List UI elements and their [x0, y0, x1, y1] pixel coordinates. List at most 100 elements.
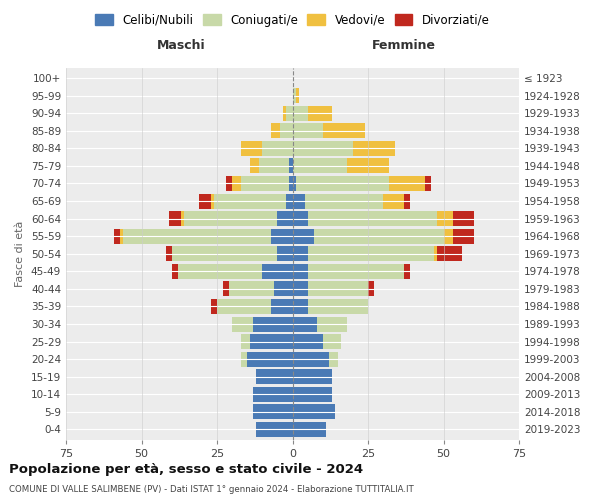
Bar: [121, 228, 124, 244]
Bar: [232, 176, 241, 191]
Bar: [250, 334, 293, 349]
Bar: [293, 246, 308, 261]
Legend: Celibi/Nubili, Coniugati/e, Vedovi/e, Divorziati/e: Celibi/Nubili, Coniugati/e, Vedovi/e, Di…: [95, 14, 490, 27]
Bar: [286, 194, 293, 208]
Bar: [317, 316, 347, 332]
Bar: [214, 194, 286, 208]
Bar: [241, 352, 247, 366]
Bar: [308, 246, 434, 261]
Bar: [289, 158, 293, 174]
Bar: [308, 264, 404, 279]
Bar: [293, 141, 353, 156]
Bar: [329, 352, 338, 366]
Bar: [253, 387, 293, 402]
Bar: [226, 176, 232, 191]
Text: Popolazione per età, sesso e stato civile - 2024: Popolazione per età, sesso e stato civil…: [9, 462, 363, 475]
Bar: [305, 194, 383, 208]
Bar: [425, 176, 431, 191]
Bar: [271, 299, 293, 314]
Bar: [169, 211, 181, 226]
Bar: [383, 194, 404, 208]
Bar: [241, 141, 262, 156]
Bar: [253, 404, 293, 419]
Bar: [293, 264, 308, 279]
Bar: [308, 299, 368, 314]
Bar: [166, 246, 172, 261]
Bar: [211, 194, 214, 208]
Bar: [293, 352, 329, 366]
Bar: [217, 299, 271, 314]
Bar: [443, 228, 452, 244]
Bar: [283, 106, 286, 120]
Bar: [199, 194, 211, 208]
Bar: [293, 88, 296, 103]
Bar: [368, 282, 374, 296]
Bar: [115, 228, 121, 244]
Bar: [353, 141, 395, 156]
Bar: [178, 264, 262, 279]
Bar: [181, 211, 184, 226]
Bar: [293, 299, 308, 314]
Bar: [452, 211, 474, 226]
Bar: [124, 228, 271, 244]
Bar: [247, 352, 293, 366]
Bar: [271, 124, 280, 138]
Bar: [293, 158, 347, 174]
Bar: [293, 282, 308, 296]
Bar: [293, 316, 317, 332]
Text: COMUNE DI VALLE SALIMBENE (PV) - Dati ISTAT 1° gennaio 2024 - Elaborazione TUTTI: COMUNE DI VALLE SALIMBENE (PV) - Dati IS…: [9, 485, 414, 494]
Bar: [296, 176, 389, 191]
Bar: [172, 264, 178, 279]
Bar: [293, 422, 326, 437]
Bar: [293, 211, 308, 226]
Bar: [262, 264, 293, 279]
Bar: [404, 194, 410, 208]
Bar: [452, 228, 474, 244]
Bar: [434, 246, 437, 261]
Bar: [289, 176, 293, 191]
Bar: [437, 211, 452, 226]
Bar: [314, 228, 443, 244]
Bar: [277, 246, 293, 261]
Bar: [293, 387, 332, 402]
Bar: [293, 404, 335, 419]
Bar: [293, 176, 296, 191]
Bar: [172, 246, 277, 261]
Bar: [323, 124, 365, 138]
Bar: [308, 282, 368, 296]
Bar: [259, 158, 289, 174]
Bar: [211, 299, 217, 314]
Bar: [232, 316, 253, 332]
Text: Maschi: Maschi: [157, 38, 205, 52]
Bar: [437, 246, 461, 261]
Bar: [271, 228, 293, 244]
Bar: [293, 228, 314, 244]
Bar: [250, 158, 259, 174]
Bar: [256, 370, 293, 384]
Y-axis label: Fasce di età: Fasce di età: [16, 220, 25, 287]
Bar: [274, 282, 293, 296]
Bar: [293, 370, 332, 384]
Bar: [293, 334, 323, 349]
Bar: [277, 211, 293, 226]
Bar: [229, 282, 274, 296]
Bar: [241, 334, 250, 349]
Bar: [223, 282, 229, 296]
Bar: [308, 211, 437, 226]
Text: Femmine: Femmine: [372, 38, 436, 52]
Bar: [293, 124, 323, 138]
Bar: [308, 106, 332, 120]
Bar: [280, 124, 293, 138]
Bar: [256, 422, 293, 437]
Bar: [404, 264, 410, 279]
Bar: [296, 88, 299, 103]
Bar: [293, 194, 305, 208]
Bar: [347, 158, 389, 174]
Bar: [241, 176, 289, 191]
Bar: [323, 334, 341, 349]
Bar: [293, 106, 308, 120]
Bar: [253, 316, 293, 332]
Bar: [286, 106, 293, 120]
Bar: [262, 141, 293, 156]
Bar: [389, 176, 425, 191]
